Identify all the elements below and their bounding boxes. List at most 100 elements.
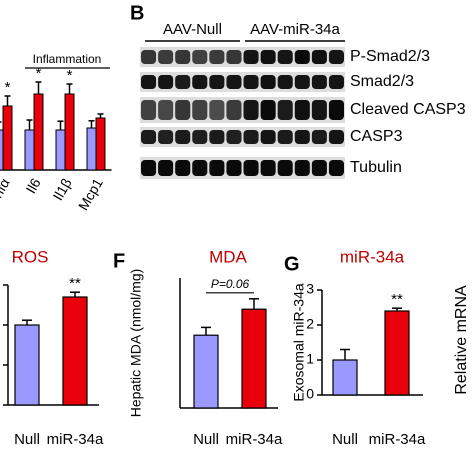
x-tick-label: Null	[14, 431, 40, 448]
blot-band	[294, 50, 310, 64]
x-tick-label: miR-34a	[226, 431, 283, 448]
blot-band	[260, 75, 276, 89]
blot-band	[158, 130, 174, 144]
panel-letter: G	[284, 253, 300, 275]
bar	[33, 93, 44, 171]
blot-band	[226, 130, 242, 144]
blot-band	[328, 50, 344, 64]
y-tick-label: 0	[306, 386, 314, 402]
blot-band	[294, 130, 310, 144]
blot-row-label: P-Smad2/3	[350, 48, 430, 65]
blot-row-label: Tubulin	[350, 159, 402, 176]
bar	[384, 310, 410, 396]
blot-band	[243, 75, 259, 89]
blot-band	[243, 100, 259, 120]
blot-band	[328, 160, 344, 176]
bar	[193, 334, 219, 409]
blot-band	[294, 160, 310, 176]
blot-band	[192, 130, 208, 144]
bar	[24, 129, 35, 171]
x-tick-label: miR-34a	[47, 431, 104, 448]
blot-band	[175, 50, 191, 64]
blot-band	[209, 100, 225, 120]
x-tick-label: Null	[193, 431, 219, 448]
chart-title: MDA	[209, 247, 247, 266]
group-label: AAV-miR-34a	[250, 21, 340, 38]
blot-band	[192, 75, 208, 89]
blot-band	[260, 130, 276, 144]
blot-band	[158, 75, 174, 89]
y-tick-label: 3	[306, 281, 314, 297]
blot-background	[140, 97, 345, 123]
x-tick-label: Null	[332, 431, 358, 448]
group-label: Inflammation	[33, 52, 102, 66]
blot-band	[141, 75, 157, 89]
significance: *	[36, 65, 42, 82]
bar	[95, 117, 106, 171]
blot-band	[243, 160, 259, 176]
blot-band	[260, 50, 276, 64]
blot-band	[158, 160, 174, 176]
blot-band	[294, 100, 310, 120]
y-tick-label: 2	[306, 316, 314, 332]
significance: *	[67, 67, 73, 84]
x-tick-label: Il1β	[50, 175, 75, 203]
bracket-label: P=0.06	[211, 277, 250, 291]
bar	[2, 105, 13, 171]
bar	[14, 324, 40, 406]
chart-title: ROS	[12, 247, 49, 266]
group-label: AAV-Null	[163, 21, 222, 38]
blot-band	[260, 160, 276, 176]
blot-band	[277, 130, 293, 144]
blot-row-label: Smad2/3	[350, 73, 414, 90]
y-tick-label: 1	[306, 351, 314, 367]
blot-band	[226, 75, 242, 89]
blot-band	[141, 160, 157, 176]
blot-band	[175, 160, 191, 176]
blot-band	[209, 130, 225, 144]
blot-band	[192, 50, 208, 64]
blot-band	[226, 160, 242, 176]
bar	[86, 127, 97, 171]
significance: *	[5, 79, 11, 96]
blot-band	[209, 50, 225, 64]
blot-band	[192, 160, 208, 176]
blot-band	[226, 50, 242, 64]
x-tick-label: Mcp1	[75, 175, 106, 213]
blot-row-label: CASP3	[350, 128, 403, 145]
bar	[62, 296, 88, 406]
blot-band	[311, 50, 327, 64]
blot-band	[260, 100, 276, 120]
blot-band	[277, 160, 293, 176]
blot-band	[158, 100, 174, 120]
significance: **	[69, 275, 81, 292]
bar	[55, 129, 66, 171]
blot-band	[311, 160, 327, 176]
blot-background	[140, 72, 345, 92]
blot-band	[175, 130, 191, 144]
x-tick-label: Il6	[23, 175, 44, 196]
bar	[241, 308, 267, 409]
blot-background	[140, 47, 345, 67]
blot-band	[277, 100, 293, 120]
blot-band	[226, 100, 242, 120]
blot-background	[140, 157, 345, 179]
panel-letter: F	[113, 250, 125, 272]
blot-band	[209, 75, 225, 89]
chart-title: miR-34a	[340, 247, 405, 266]
x-tick-label: Tnfα	[0, 175, 13, 208]
blot-band	[294, 75, 310, 89]
blot-band	[328, 100, 344, 120]
blot-band	[192, 100, 208, 120]
blot-band	[158, 50, 174, 64]
panel-letter: B	[130, 2, 144, 24]
blot-band	[311, 75, 327, 89]
blot-band	[277, 75, 293, 89]
blot-band	[277, 50, 293, 64]
blot-band	[175, 75, 191, 89]
bar	[64, 93, 75, 171]
y-axis-label: Hepatic MDA (nmol/mg)	[128, 269, 144, 418]
significance: **	[391, 291, 403, 308]
bar	[332, 359, 358, 396]
